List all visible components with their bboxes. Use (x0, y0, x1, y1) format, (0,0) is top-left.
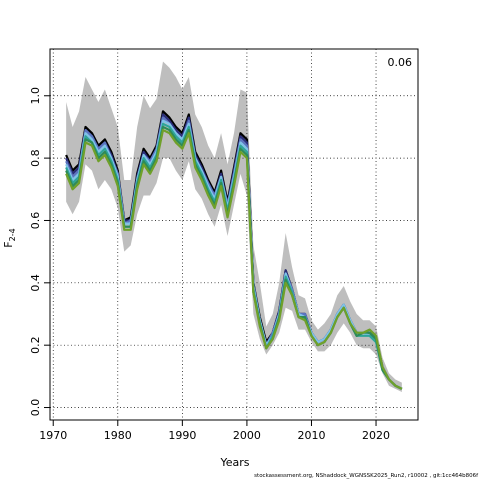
axis-layer: 1970 1980 1990 2000 2010 2020 0.0 0.2 0.4 0.6 0.8 1… (29, 87, 390, 442)
y-tick-label-0_8: 0.8 (29, 149, 42, 167)
footer-source-text: stockassessment.org, NShaddock_WGNSSK202… (254, 473, 479, 479)
y-tick-label-0_4: 0.4 (29, 274, 42, 292)
y-tick-label-0: 0.0 (29, 399, 42, 417)
corner-label: 0.06 (388, 56, 413, 69)
y-tick-label-0_6: 0.6 (29, 212, 42, 230)
x-tick-label-2000: 2000 (233, 429, 261, 442)
x-tick-label-2020: 2020 (362, 429, 390, 442)
y-axis-title-main: F (2, 241, 15, 247)
x-tick-label-1990: 1990 (168, 429, 196, 442)
x-tick-label-1980: 1980 (104, 429, 132, 442)
series-line-7 (65, 128, 403, 390)
svg-text:F2-4: F2-4 (2, 228, 17, 247)
series-layer (65, 110, 403, 390)
confidence-band-layer (66, 61, 402, 392)
y-tick-label-1: 1.0 (29, 87, 42, 105)
x-axis-title: Years (219, 456, 249, 469)
y-axis-title: F2-4 (2, 228, 17, 247)
x-tick-label-2010: 2010 (297, 429, 325, 442)
confidence-band (66, 61, 402, 392)
y-tick-label-0_2: 0.2 (29, 336, 42, 354)
grid-layer (50, 49, 418, 420)
plot-frame (49, 48, 419, 421)
x-tick-label-1970: 1970 (39, 429, 67, 442)
y-axis-title-subscript: 2-4 (8, 228, 17, 241)
